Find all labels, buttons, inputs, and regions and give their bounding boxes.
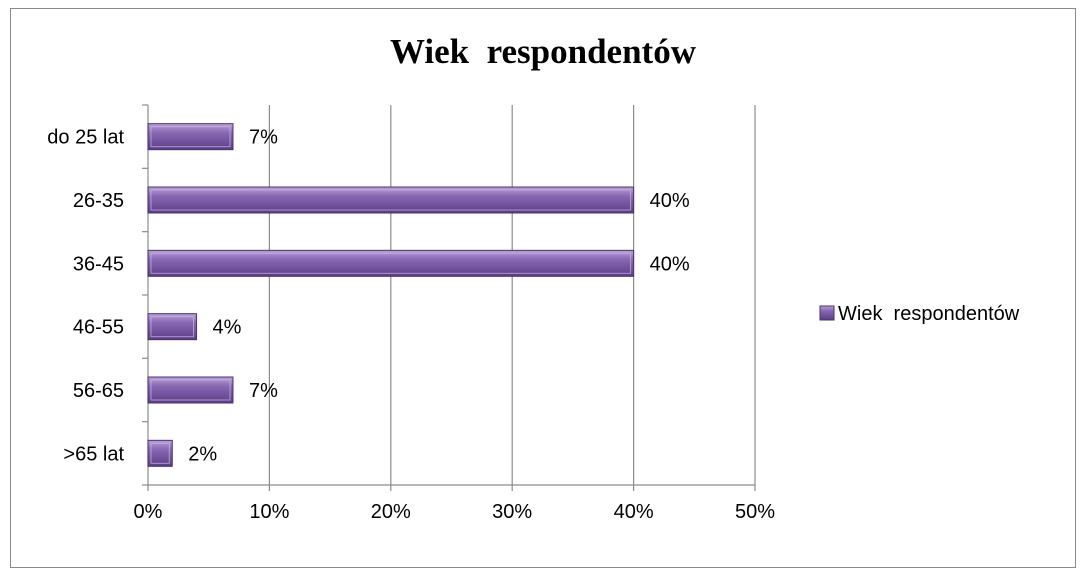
bars [147, 123, 635, 467]
bar [147, 313, 198, 341]
legend: Wiek respondentów [819, 303, 1020, 325]
category-label: >65 lat [63, 443, 124, 465]
category-label: 56-65 [73, 380, 124, 402]
bar-bevel [150, 442, 170, 464]
bar [147, 249, 635, 277]
bar [147, 376, 234, 404]
bar-bevel [150, 379, 231, 401]
grid-lines [268, 105, 756, 485]
bar [147, 186, 635, 214]
bar [147, 439, 173, 467]
axes [142, 104, 756, 491]
labels: 0% 10% 20% 30% 40% 50% do 25 lat 7% 26-35 40% 36-4… [47, 127, 775, 523]
data-label: 7% [249, 127, 278, 149]
category-label: 26-35 [73, 190, 124, 212]
data-label: 40% [650, 253, 690, 275]
bar [147, 123, 234, 151]
x-tick-label: 0% [134, 501, 163, 523]
x-tick-label: 40% [614, 501, 654, 523]
bar-bevel [150, 126, 231, 148]
bar-bevel [150, 252, 632, 274]
x-tick-label: 10% [249, 501, 289, 523]
legend-label: Wiek respondentów [838, 303, 1020, 325]
x-tick-label: 20% [371, 501, 411, 523]
category-label: 36-45 [73, 253, 124, 275]
chart-frame [10, 8, 1076, 568]
data-label: 7% [249, 380, 278, 402]
chart-title: Wiek respondentów [390, 32, 696, 71]
legend-swatch [819, 305, 835, 321]
bar-bevel [150, 316, 195, 338]
x-tick-label: 50% [735, 501, 775, 523]
bar-chart: 0% 10% 20% 30% 40% 50% do 25 lat 7% 26-35 40% 36-4… [47, 104, 1020, 523]
x-tick-label: 30% [492, 501, 532, 523]
category-label: 46-55 [73, 317, 124, 339]
category-label: do 25 lat [47, 127, 124, 149]
data-label: 2% [188, 443, 217, 465]
bar-bevel [150, 189, 632, 211]
data-label: 40% [650, 190, 690, 212]
data-label: 4% [213, 317, 242, 339]
